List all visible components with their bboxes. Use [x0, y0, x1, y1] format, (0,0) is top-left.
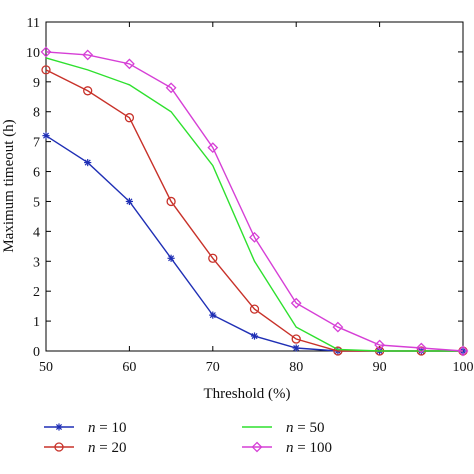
data-point [41, 65, 51, 75]
y-tick-label: 4 [33, 225, 40, 240]
data-point [291, 334, 301, 344]
data-point [83, 86, 93, 96]
y-tick-label: 3 [33, 255, 40, 270]
data-point [457, 345, 469, 357]
data-point [333, 346, 343, 356]
series-3 [40, 46, 469, 357]
series-0 [42, 132, 467, 355]
series-2 [45, 57, 463, 352]
data-point [167, 254, 175, 262]
legend-marker [54, 442, 64, 452]
x-tick-label: 70 [206, 360, 220, 375]
data-point [84, 158, 92, 167]
data-point [124, 113, 135, 123]
y-axis-ticks: 0 1 2 3 4 5 6 7 8 9 10 11 [26, 16, 463, 360]
series-layer [40, 46, 469, 357]
series-line [45, 135, 463, 352]
data-point [249, 304, 260, 314]
legend-label: n = 20 [88, 440, 126, 456]
data-point [208, 253, 218, 263]
y-tick-label: 9 [33, 76, 40, 91]
data-point [123, 58, 135, 70]
data-point [209, 311, 217, 319]
data-point [125, 197, 133, 206]
legend-label: n = 10 [88, 420, 126, 436]
legend-entry: n = 50 [242, 420, 324, 436]
x-axis-ticks: 50 60 70 80 90 100 [39, 22, 474, 375]
x-tick-label: 50 [39, 360, 53, 375]
data-point [415, 342, 427, 354]
series-line [45, 51, 464, 352]
y-tick-label: 6 [33, 166, 40, 181]
series-line [45, 69, 463, 352]
legend-entry: n = 10 [44, 420, 126, 436]
x-tick-label: 90 [373, 360, 387, 375]
legend: n = 10 n = 20 n = 50 n = 100 [44, 420, 332, 456]
data-point [332, 321, 344, 333]
x-axis-label: Threshold (%) [203, 386, 290, 402]
data-point [42, 132, 50, 140]
y-tick-label: 0 [33, 345, 40, 360]
x-tick-label: 80 [289, 360, 303, 375]
data-point [250, 332, 259, 340]
data-point [374, 339, 386, 351]
data-point [249, 231, 260, 243]
legend-entry: n = 100 [242, 440, 332, 456]
y-tick-label: 11 [27, 16, 40, 31]
plot-frame [45, 21, 464, 352]
y-tick-label: 5 [33, 195, 40, 210]
data-point [207, 142, 219, 154]
data-point [165, 82, 177, 94]
x-tick-label: 100 [453, 360, 474, 375]
legend-entry: n = 20 [44, 440, 126, 456]
plot-area-border [45, 21, 464, 352]
y-tick-label: 1 [33, 315, 40, 330]
data-point [166, 196, 176, 207]
y-tick-label: 2 [33, 285, 40, 300]
y-axis-label: Maximum timeout (h) [1, 119, 17, 252]
y-tick-label: 7 [33, 136, 40, 151]
series-1 [41, 65, 468, 356]
x-tick-label: 60 [122, 360, 136, 375]
legend-marker [251, 441, 263, 453]
legend-label: n = 100 [286, 440, 332, 456]
data-point [82, 49, 94, 61]
legend-marker [55, 423, 63, 431]
y-tick-label: 10 [26, 46, 40, 61]
data-point [292, 344, 300, 352]
y-tick-label: 8 [33, 106, 40, 121]
series-line [45, 57, 463, 352]
data-point [40, 46, 52, 58]
legend-label: n = 50 [286, 420, 324, 436]
data-point [290, 297, 302, 309]
